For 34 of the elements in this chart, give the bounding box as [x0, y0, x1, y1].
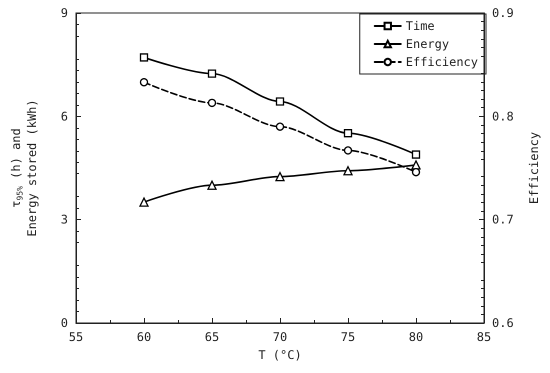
point — [276, 97, 284, 106]
x-tick-label: 85 — [476, 330, 492, 344]
point — [343, 166, 353, 176]
legend-label: Energy — [406, 37, 450, 51]
x-axis-title: T (°C) — [258, 348, 302, 362]
x-tick-label: 80 — [408, 330, 424, 344]
point — [208, 69, 216, 78]
y2-tick-label: 0.8 — [492, 109, 514, 124]
legend-label: Efficiency — [406, 55, 478, 69]
point — [412, 168, 420, 176]
x-tick-label: 70 — [272, 330, 288, 344]
point — [140, 78, 148, 86]
y2-axis-title: Efficiency — [527, 132, 541, 204]
x-tick-label: 55 — [68, 330, 84, 344]
y-tick-label: 6 — [60, 109, 68, 124]
y-tick-label: 9 — [60, 6, 68, 20]
x-tick-label: 75 — [340, 330, 356, 344]
point — [275, 172, 285, 182]
point — [344, 146, 352, 155]
point — [139, 197, 149, 207]
point — [276, 122, 284, 131]
y2-tick-label: 0.7 — [492, 212, 514, 227]
point — [412, 150, 420, 159]
point — [208, 98, 216, 108]
y2-tick-label: 0.9 — [492, 6, 514, 20]
point — [207, 180, 217, 190]
x-tick-label: 65 — [204, 330, 220, 344]
y2-tick-label: 0.6 — [492, 316, 514, 330]
y-tick-label: 3 — [60, 212, 68, 227]
point — [140, 53, 148, 62]
point — [344, 129, 352, 138]
x-tick-label: 60 — [136, 330, 152, 344]
legend-label: Time — [406, 19, 435, 33]
y-tick-label: 0 — [60, 316, 68, 330]
